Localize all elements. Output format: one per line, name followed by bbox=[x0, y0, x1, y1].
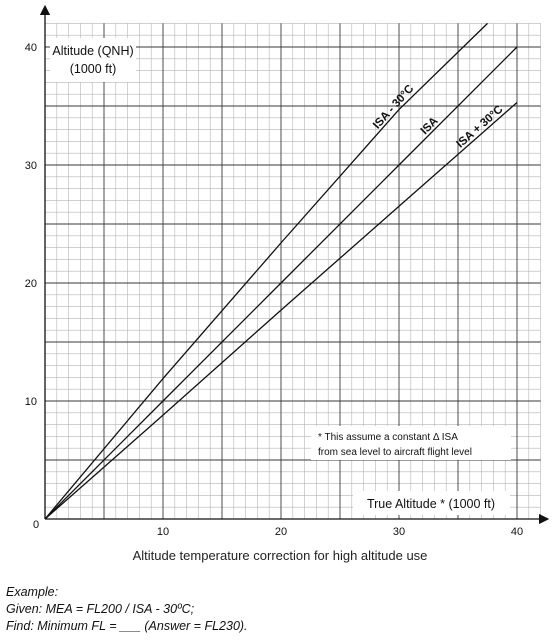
x-tick-label: 30 bbox=[393, 526, 405, 538]
y-tick-label: 40 bbox=[25, 42, 37, 54]
origin-label: 0 bbox=[33, 519, 39, 531]
y-axis-title-line1: Altitude (QNH) bbox=[52, 44, 133, 58]
axes bbox=[39, 4, 550, 525]
y-tick-label: 20 bbox=[25, 278, 37, 290]
x-tick-label: 10 bbox=[157, 526, 169, 538]
series-layer bbox=[44, 22, 518, 520]
note-line2: from sea level to aircraft flight level bbox=[318, 447, 472, 458]
x-axis-title-box bbox=[353, 491, 510, 515]
series-labels: ISA - 30°C ISA ISA + 30°C bbox=[371, 83, 505, 151]
x-tick-label: 20 bbox=[275, 526, 287, 538]
series-label-2: ISA + 30°C bbox=[454, 103, 505, 150]
x-tick-label: 40 bbox=[511, 526, 523, 538]
example-given: Given: MEA = FL200 / ISA - 30ºC; bbox=[6, 602, 195, 616]
note-box bbox=[311, 426, 511, 460]
series-line-0 bbox=[44, 22, 488, 520]
y-axis-title-line2: (1000 ft) bbox=[70, 62, 117, 76]
example-heading: Example: bbox=[6, 585, 59, 599]
series-label-1: ISA bbox=[419, 115, 441, 137]
series-line-1 bbox=[44, 46, 518, 520]
y-tick-label: 30 bbox=[25, 160, 37, 172]
note-line1: * This assume a constant Δ ISA bbox=[318, 432, 458, 443]
tick-labels: 10 20 30 40 10 20 30 40 bbox=[25, 42, 523, 538]
x-axis-title: True Altitude * (1000 ft) bbox=[367, 497, 495, 511]
example-block: Example: Given: MEA = FL200 / ISA - 30ºC… bbox=[6, 584, 248, 635]
y-tick-label: 10 bbox=[25, 396, 37, 408]
example-find: Find: Minimum FL = ___ (Answer = FL230). bbox=[6, 619, 248, 633]
series-label-0: ISA - 30°C bbox=[371, 83, 416, 132]
chart-caption: Altitude temperature correction for high… bbox=[132, 548, 428, 563]
altitude-correction-chart: Altitude (QNH) (1000 ft) True Altitude *… bbox=[25, 4, 550, 538]
series-line-2 bbox=[44, 101, 518, 520]
y-axis-title-box bbox=[50, 38, 136, 82]
